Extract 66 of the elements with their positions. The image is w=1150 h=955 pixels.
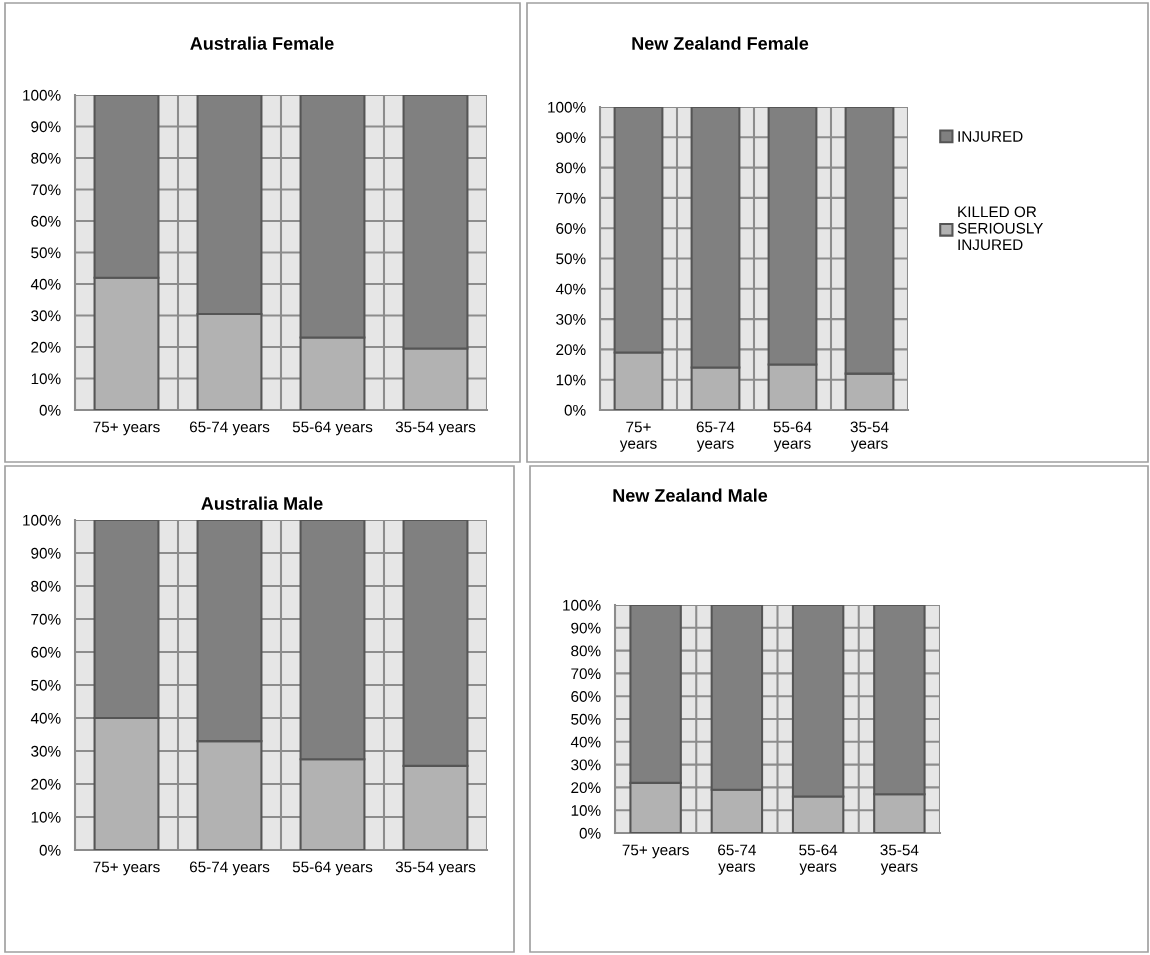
chart-title: New Zealand Female <box>632 36 809 50</box>
y-tick-label: 50% <box>571 713 601 725</box>
y-tick-label: 70% <box>571 668 601 680</box>
x-tick-label: 35-54 years <box>880 844 919 875</box>
y-tick-label: 100% <box>563 599 601 611</box>
chart-title: Australia Male <box>201 496 323 510</box>
chart-title: New Zealand Male <box>613 488 768 502</box>
y-tick-label: 80% <box>31 580 61 592</box>
y-tick-label: 90% <box>571 622 601 634</box>
legend-label: KILLED OR SERIOUSLY INJURED <box>957 206 1044 251</box>
y-tick-label: 50% <box>556 253 586 265</box>
x-tick-label: 55-64 years <box>292 421 373 436</box>
y-tick-label: 70% <box>556 192 586 204</box>
y-tick-label: 90% <box>31 121 61 133</box>
x-tick-label: 75+ years <box>622 844 689 859</box>
y-tick-label: 100% <box>23 89 61 101</box>
y-tick-label: 20% <box>31 778 61 790</box>
y-tick-label: 30% <box>571 759 601 771</box>
y-tick-label: 60% <box>556 223 586 234</box>
y-tick-label: 10% <box>31 373 61 385</box>
y-tick-label: 40% <box>570 736 601 748</box>
y-tick-label: 80% <box>571 645 601 657</box>
y-tick-label: 30% <box>31 745 61 757</box>
y-tick-label: 50% <box>31 247 61 259</box>
y-tick-label: 20% <box>31 341 61 353</box>
y-tick-label: 100% <box>548 101 586 113</box>
x-tick-label: 75+ years <box>619 421 657 452</box>
x-tick-label: 55-64 years <box>773 421 812 452</box>
y-tick-label: 0% <box>39 844 61 856</box>
y-tick-label: 100% <box>23 514 61 526</box>
legend-label: INJURED <box>958 131 1023 142</box>
x-tick-label: 35-54 years <box>395 421 476 436</box>
x-tick-label: 35-54 years <box>850 421 889 452</box>
y-tick-label: 90% <box>31 547 61 559</box>
y-tick-label: 40% <box>555 283 586 295</box>
y-tick-label: 60% <box>31 215 61 227</box>
y-tick-label: 60% <box>571 691 601 702</box>
y-tick-label: 60% <box>31 646 61 658</box>
x-tick-label: 55-64 years <box>292 861 373 876</box>
y-tick-label: 80% <box>556 162 586 174</box>
y-tick-label: 70% <box>31 613 61 625</box>
y-tick-label: 0% <box>564 404 586 416</box>
y-tick-label: 30% <box>556 313 586 325</box>
y-tick-label: 0% <box>39 404 61 416</box>
y-tick-label: 0% <box>579 827 601 839</box>
y-tick-label: 50% <box>31 679 61 691</box>
y-tick-label: 80% <box>31 152 61 164</box>
x-tick-label: 35-54 years <box>395 861 476 876</box>
y-tick-label: 30% <box>31 310 61 322</box>
x-tick-label: 65-74 years <box>718 844 756 875</box>
x-tick-label: 75+ years <box>93 861 160 876</box>
x-tick-label: 75+ years <box>93 421 160 436</box>
y-tick-label: 20% <box>556 344 586 356</box>
y-tick-label: 70% <box>31 184 61 196</box>
x-tick-label: 65-74 years <box>696 421 735 452</box>
x-tick-label: 55-64 years <box>799 844 838 875</box>
y-tick-label: 10% <box>571 805 601 816</box>
chart-title: Australia Female <box>190 36 334 50</box>
x-tick-label: 65-74 years <box>189 861 270 876</box>
y-tick-label: 10% <box>556 374 586 386</box>
y-tick-label: 20% <box>571 782 601 794</box>
y-tick-label: 10% <box>31 811 61 823</box>
y-tick-label: 40% <box>30 278 61 290</box>
y-tick-label: 40% <box>30 712 61 724</box>
y-tick-label: 90% <box>556 132 586 143</box>
x-tick-label: 65-74 years <box>189 421 270 436</box>
